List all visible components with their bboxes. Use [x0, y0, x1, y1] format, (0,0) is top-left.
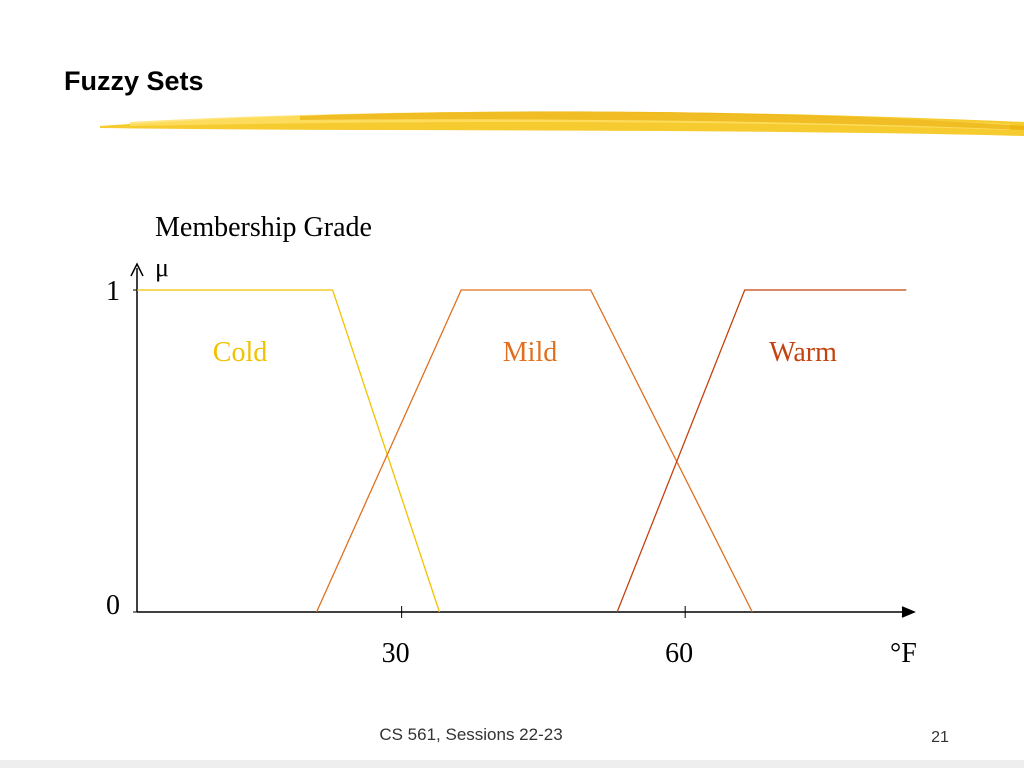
series-label: Cold	[213, 337, 267, 368]
y-tick-label: 1	[106, 276, 120, 307]
series-label: Warm	[769, 337, 837, 368]
series-line	[315, 289, 753, 613]
series-label: Mild	[503, 337, 557, 368]
bottom-bar	[0, 760, 1024, 768]
x-tick-label: 60	[665, 638, 693, 669]
page-number: 21	[931, 729, 949, 746]
x-axis-label: °F	[890, 638, 917, 669]
y-axis-symbol: μ	[155, 253, 169, 282]
brush-stroke	[100, 111, 1024, 136]
axes	[130, 262, 916, 618]
y-tick-label: 0	[106, 590, 120, 621]
footer: CS 561, Sessions 22-23	[379, 725, 562, 744]
slide-title: Fuzzy Sets	[64, 66, 204, 96]
x-tick-label: 30	[382, 638, 410, 669]
series-line	[616, 289, 907, 613]
series-line	[137, 289, 441, 613]
y-axis-label: Membership Grade	[155, 212, 372, 243]
